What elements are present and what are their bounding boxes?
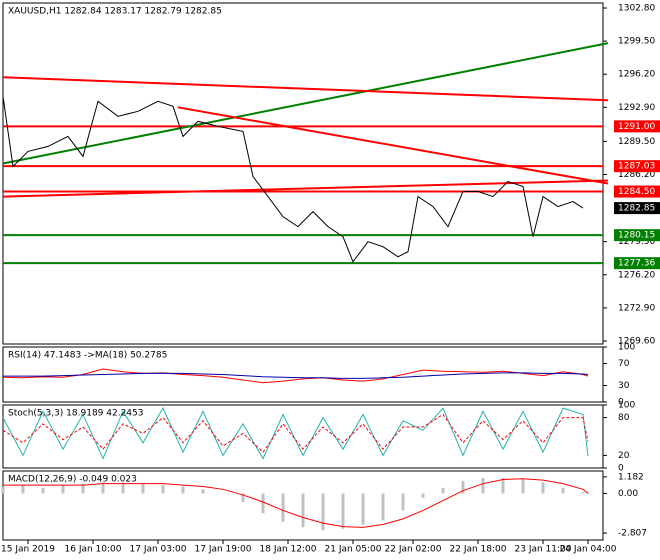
y-tick-label: 1286.20 [618, 170, 655, 180]
y-tick-label: 1272.90 [618, 303, 655, 313]
macd-bar [281, 493, 285, 522]
last-price-box [614, 202, 660, 215]
macd-bar [541, 482, 545, 494]
series-line [2, 413, 589, 454]
trend-line [177, 106, 609, 185]
level-label: 1287.03 [618, 162, 655, 172]
level-label: 1277.36 [618, 259, 655, 269]
y-tick-label: 30 [618, 381, 630, 391]
panel-frame [2, 470, 604, 541]
macd-bar [1, 486, 5, 494]
last-price-label: 1282.85 [618, 204, 655, 214]
macd-bar [561, 487, 565, 494]
trend-line [2, 179, 609, 198]
macd-bar [261, 493, 265, 514]
x-tick-label: 17 Jan 19:00 [195, 545, 252, 555]
macd-bar [381, 493, 385, 521]
macd-bar [481, 478, 485, 494]
y-tick-label: 1296.20 [618, 70, 655, 80]
y-tick-label: 80 [618, 413, 630, 423]
macd-bar [181, 486, 185, 494]
x-tick-label: 23 Jan 11:00 [515, 545, 572, 555]
x-tick-label: 18 Jan 12:00 [260, 545, 317, 555]
panel-title: MACD(12,26,9) -0.049 0.023 [8, 475, 137, 485]
panel-frame [2, 404, 604, 469]
level-label-box [614, 160, 660, 173]
macd-bar [461, 480, 465, 494]
macd-bar [101, 482, 105, 494]
macd-bar [586, 493, 590, 495]
y-tick-label: 70 [618, 359, 630, 369]
y-tick-label: 1.182 [618, 472, 644, 482]
macd-bar [581, 492, 585, 494]
y-tick-label: 100 [618, 401, 635, 411]
macd-bar [61, 485, 65, 494]
level-label-box [614, 120, 660, 133]
macd-bar [81, 483, 85, 494]
level-label-box [614, 185, 660, 198]
macd-bar [241, 493, 245, 502]
series-line [3, 478, 589, 528]
level-label: 1284.50 [618, 187, 655, 197]
y-tick-label: 1299.50 [618, 37, 655, 47]
x-tick-label: 21 Jan 05:00 [325, 545, 382, 555]
level-label: 1280.15 [618, 231, 655, 241]
macd-bar [421, 493, 425, 498]
x-tick-label: 16 Jan 10:00 [65, 545, 122, 555]
x-tick-label: 22 Jan 18:00 [450, 545, 507, 555]
x-tick-label: 17 Jan 03:00 [130, 545, 187, 555]
y-tick-label: 0.00 [618, 489, 638, 499]
panel-title: Stoch(5,3,3) 18.9189 42.2453 [8, 409, 143, 419]
macd-bar [501, 478, 505, 494]
macd-bar [301, 493, 305, 528]
level-label-box [614, 229, 660, 242]
y-tick-label: 1302.80 [618, 4, 655, 14]
macd-bar [341, 493, 345, 529]
trend-line [2, 76, 609, 102]
y-tick-label: -2.807 [618, 529, 647, 539]
y-tick-label: 0 [618, 398, 624, 408]
level-label: 1291.00 [618, 122, 655, 132]
series-line [2, 368, 589, 384]
macd-bar [141, 483, 145, 494]
y-tick-label: 1279.50 [618, 237, 655, 247]
macd-bar [161, 485, 165, 494]
x-tick-label: 24 Jan 04:00 [560, 545, 617, 555]
panel-frame [2, 2, 604, 345]
series-line [2, 407, 589, 460]
macd-bar [201, 489, 205, 494]
y-tick-label: 1269.60 [618, 336, 655, 346]
macd-bar [441, 487, 445, 494]
series-line [2, 96, 584, 263]
trend-line [2, 42, 609, 165]
y-tick-label: 0 [618, 464, 624, 474]
series-line [3, 372, 589, 379]
macd-bar [321, 493, 325, 531]
macd-bar [401, 493, 405, 511]
macd-bar [521, 479, 525, 494]
panel-title: XAUUSD,H1 1282.84 1283.17 1282.79 1282.8… [8, 7, 222, 17]
panel-frame [2, 346, 604, 403]
x-tick-label: 22 Jan 02:00 [385, 545, 442, 555]
macd-bar [361, 493, 365, 525]
y-tick-label: 20 [618, 451, 630, 461]
y-tick-label: 100 [618, 343, 635, 353]
macd-bar [121, 482, 125, 494]
macd-bar [21, 485, 25, 494]
y-tick-label: 1292.90 [618, 103, 655, 113]
level-label-box [614, 257, 660, 270]
y-tick-label: 1289.50 [618, 137, 655, 147]
macd-bar [41, 487, 45, 494]
panel-title: RSI(14) 47.1483 ->MA(18) 50.2785 [8, 351, 167, 361]
y-tick-label: 1276.20 [618, 270, 655, 280]
x-tick-label: 15 Jan 2019 [1, 545, 55, 555]
